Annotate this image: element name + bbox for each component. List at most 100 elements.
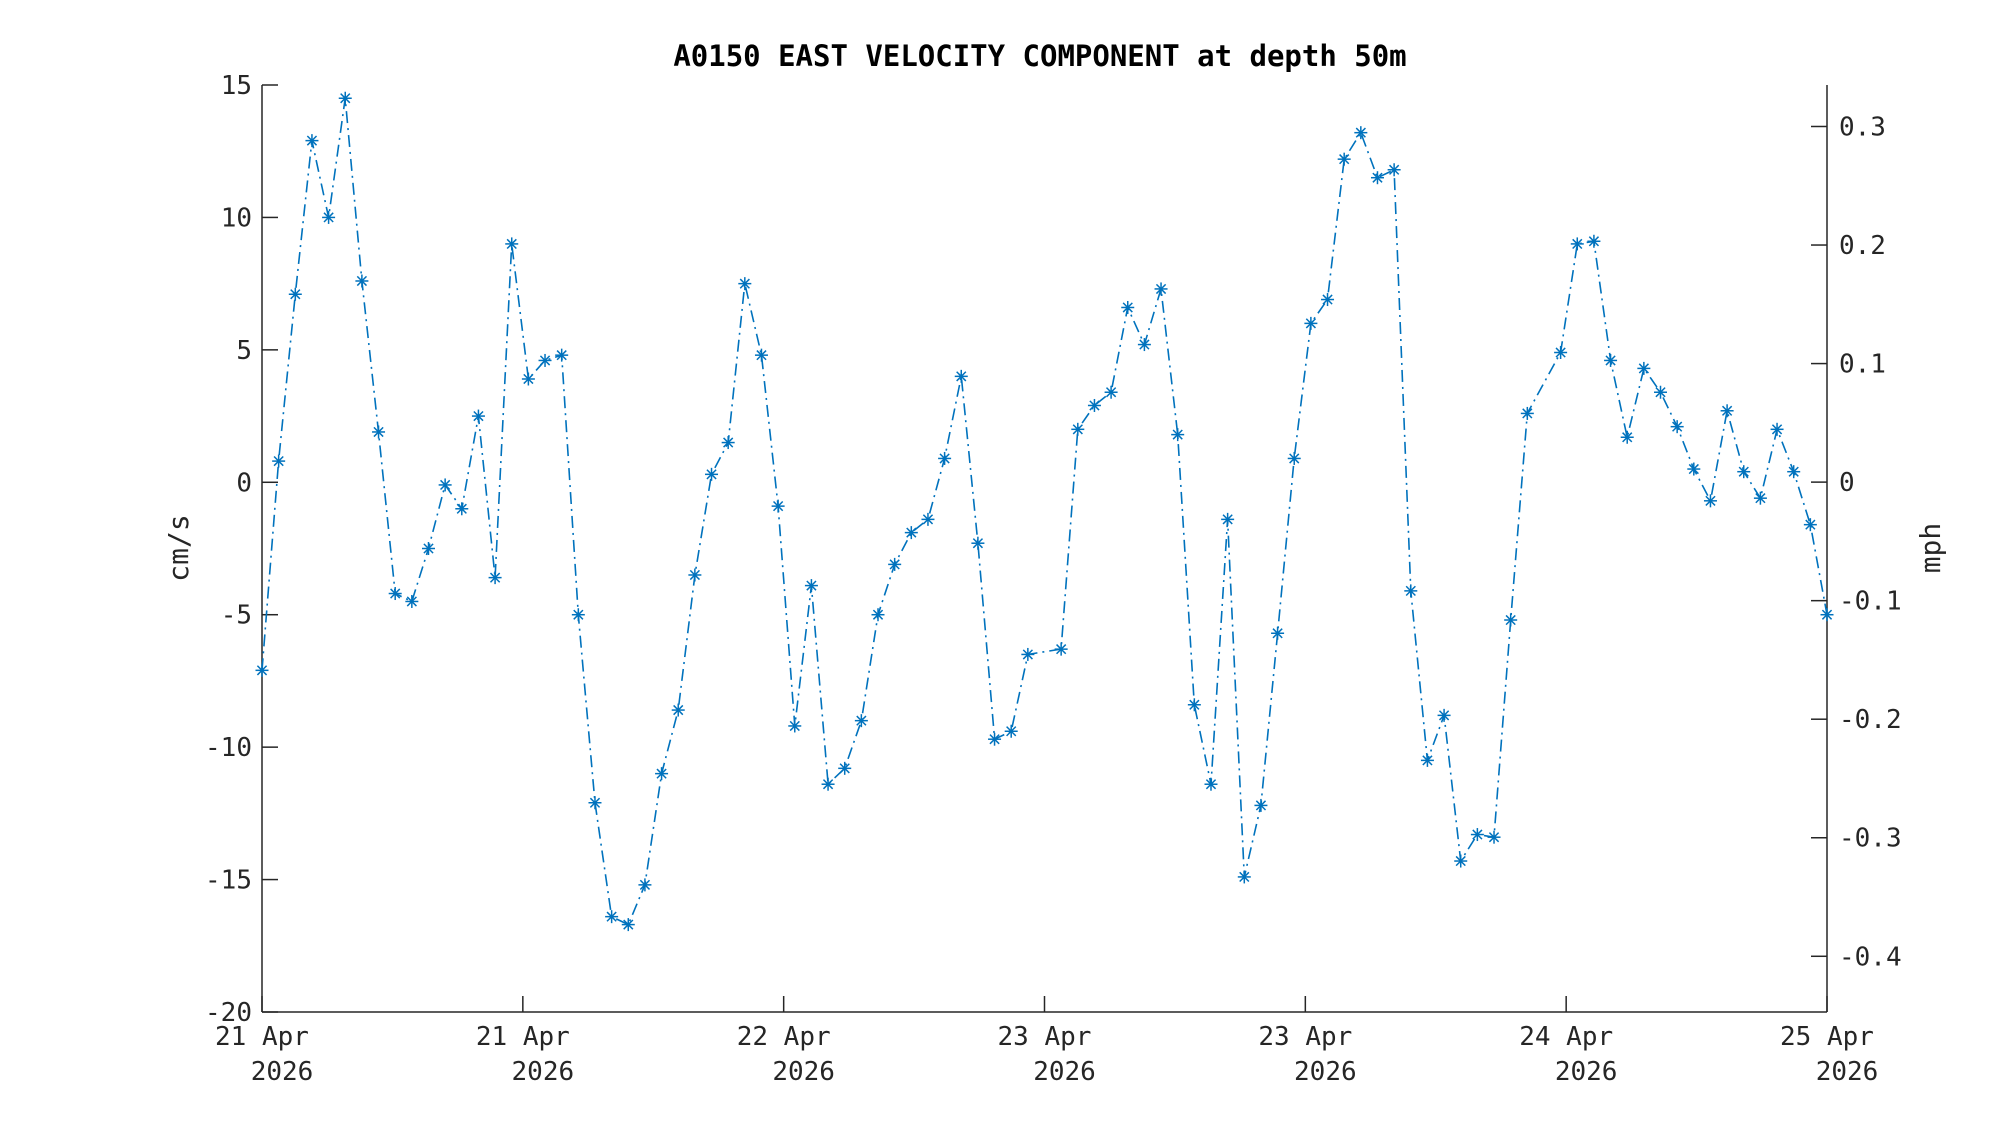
- data-point: [1304, 316, 1318, 330]
- data-point: [804, 579, 818, 593]
- x-tick-label-day: 21 Apr: [215, 1022, 309, 1052]
- data-point: [538, 353, 552, 367]
- data-point: [904, 526, 918, 540]
- data-point: [471, 409, 485, 423]
- data-point: [1820, 608, 1834, 622]
- data-point: [1437, 708, 1451, 722]
- data-point: [1287, 451, 1301, 465]
- data-point: [1121, 300, 1135, 314]
- data-point: [1004, 724, 1018, 738]
- x-tick-label-year: 2026: [512, 1057, 575, 1087]
- data-point: [638, 878, 652, 892]
- data-point: [1454, 854, 1468, 868]
- x-tick-label-year: 2026: [1294, 1057, 1357, 1087]
- data-point: [1154, 282, 1168, 296]
- data-point: [1654, 385, 1668, 399]
- data-point: [405, 594, 419, 608]
- data-point: [372, 425, 386, 439]
- data-point: [1104, 385, 1118, 399]
- y2-tick-label: -0.1: [1839, 587, 1902, 617]
- y-axis-ticks: -20 -15 -10 -5 0 5 10 15: [205, 71, 278, 1028]
- y2-tick-label: -0.3: [1839, 824, 1902, 854]
- data-point: [1670, 420, 1684, 434]
- data-point: [1487, 830, 1501, 844]
- data-point: [521, 372, 535, 386]
- y2-tick-label: 0.3: [1839, 112, 1886, 142]
- data-point: [1637, 361, 1651, 375]
- y-tick-label: -15: [205, 866, 252, 896]
- data-point: [1071, 422, 1085, 436]
- data-point: [1737, 465, 1751, 479]
- data-point: [938, 451, 952, 465]
- data-point: [1254, 798, 1268, 812]
- x-tick-label-year: 2026: [1816, 1057, 1879, 1087]
- y-tick-label: -10: [205, 733, 252, 763]
- data-point: [272, 454, 286, 468]
- data-point: [1470, 828, 1484, 842]
- data-point: [655, 767, 669, 781]
- data-point: [771, 499, 785, 513]
- data-point: [1753, 491, 1767, 505]
- x-tick-label-day: 23 Apr: [1258, 1022, 1352, 1052]
- data-point: [288, 287, 302, 301]
- y-tick-label: 5: [236, 336, 252, 366]
- y2-axis-label: mph: [1914, 523, 1947, 574]
- data-point: [1770, 422, 1784, 436]
- data-point: [754, 348, 768, 362]
- data-point: [821, 777, 835, 791]
- x-tick-label-day: 25 Apr: [1780, 1022, 1874, 1052]
- y-tick-label: 0: [236, 468, 252, 498]
- data-point: [1520, 406, 1534, 420]
- data-point: [1221, 512, 1235, 526]
- x-tick-label-day: 21 Apr: [476, 1022, 570, 1052]
- data-point: [1554, 346, 1568, 360]
- x-tick-label-day: 22 Apr: [737, 1022, 831, 1052]
- data-point: [621, 918, 635, 932]
- data-point: [1021, 647, 1035, 661]
- data-point: [1337, 152, 1351, 166]
- data-point: [388, 587, 402, 601]
- data-point: [1720, 404, 1734, 418]
- data-point: [488, 571, 502, 585]
- data-point: [721, 436, 735, 450]
- data-point: [1137, 338, 1151, 352]
- x-tick-label-year: 2026: [251, 1057, 314, 1087]
- y2-tick-label: -0.4: [1839, 942, 1902, 972]
- data-point: [838, 761, 852, 775]
- y-tick-label: -5: [221, 601, 252, 631]
- data-point: [455, 502, 469, 516]
- y2-tick-label: 0.1: [1839, 350, 1886, 380]
- data-point: [571, 608, 585, 622]
- data-point: [1354, 126, 1368, 140]
- data-point: [688, 568, 702, 582]
- series-east-velocity: [255, 91, 1834, 932]
- y2-tick-label: 0.2: [1839, 231, 1886, 261]
- data-point: [438, 478, 452, 492]
- data-point: [854, 714, 868, 728]
- data-point: [338, 91, 352, 105]
- data-point: [555, 348, 569, 362]
- data-point: [921, 512, 935, 526]
- data-point: [1687, 462, 1701, 476]
- data-point: [1604, 353, 1618, 367]
- x-tick-label-year: 2026: [1033, 1057, 1096, 1087]
- y-tick-label: 10: [221, 203, 252, 233]
- data-point: [605, 910, 619, 924]
- y2-tick-label: -0.2: [1839, 705, 1902, 735]
- data-point: [988, 732, 1002, 746]
- data-point: [1803, 518, 1817, 532]
- data-point: [1187, 698, 1201, 712]
- data-point: [1504, 613, 1518, 627]
- data-point: [1787, 465, 1801, 479]
- data-point: [1087, 398, 1101, 412]
- x-axis-ticks: 21 Apr 2026 21 Apr 2026 22 Apr 2026 23 Apr 2026…: [215, 996, 1878, 1087]
- chart-title: A0150 EAST VELOCITY COMPONENT at depth 5…: [673, 39, 1406, 73]
- x-tick-label-year: 2026: [1555, 1057, 1618, 1087]
- x-tick-label-day: 23 Apr: [998, 1022, 1092, 1052]
- y-axis-label: cm/s: [162, 514, 195, 581]
- data-point: [1587, 234, 1601, 248]
- data-point: [1171, 428, 1185, 442]
- data-point: [421, 542, 435, 555]
